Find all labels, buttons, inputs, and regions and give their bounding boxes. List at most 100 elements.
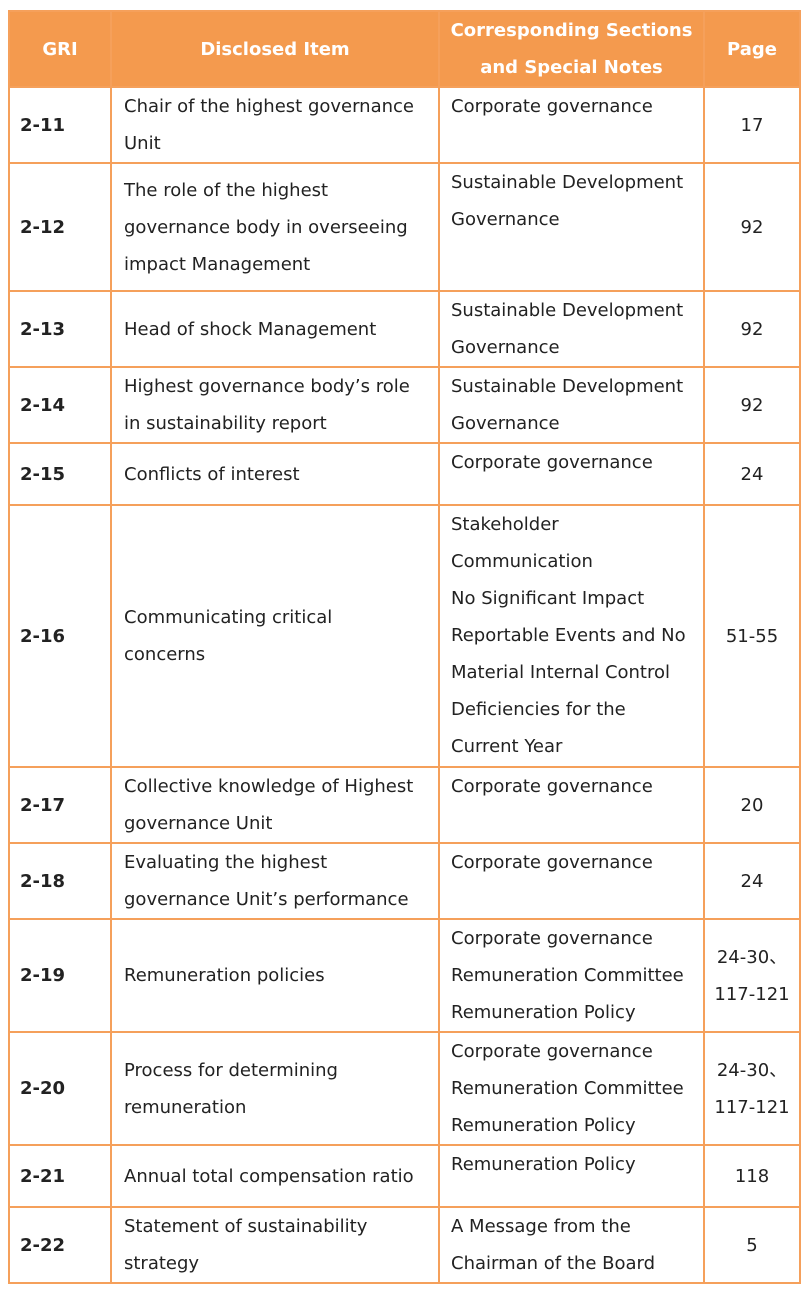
corresponding-sections-cell: Corporate governance: [438, 442, 705, 506]
disclosed-item-cell-line: governance Unit: [124, 813, 273, 834]
table-row: 2-19 Remuneration policies Corporate gover…: [8, 918, 801, 1033]
disclosed-item-cell-line: in sustainability report: [124, 413, 327, 434]
disclosed-item-cell-line: strategy: [124, 1253, 200, 1274]
page-cell: 20: [703, 766, 801, 844]
page-cell-line: 24-30、: [716, 1059, 788, 1081]
disclosed-item-cell-line: Conflicts of interest: [124, 463, 300, 485]
page-cell: 92: [703, 162, 801, 292]
page-cell: 17: [703, 86, 801, 164]
corresponding-sections-cell: Sustainable Development Governance: [438, 366, 705, 444]
disclosed-item-cell: Chair of the highest governance Unit: [110, 86, 440, 164]
disclosed-item-cell-line: The role of the highest: [124, 179, 329, 201]
header-notes-line2: and Special Notes: [480, 57, 663, 78]
corresponding-sections-cell: A Message from the Chairman of the Board: [438, 1206, 705, 1284]
corresponding-sections-cell-line: No Significant Impact: [451, 588, 645, 609]
gri-code-cell: 2-14: [8, 366, 112, 444]
header-disclosed-item: Disclosed Item: [110, 10, 440, 88]
corresponding-sections-cell-line: Deficiencies for the: [451, 699, 626, 720]
disclosed-item-cell: Head of shock Management: [110, 290, 440, 368]
corresponding-sections-cell-line: Communication: [451, 551, 593, 572]
page-cell-line: 24: [740, 463, 764, 485]
disclosed-item-cell: Evaluating the highest governance Unit’s …: [110, 842, 440, 920]
header-gri: GRI: [8, 10, 112, 88]
gri-code-cell: 2-13: [8, 290, 112, 368]
corresponding-sections-cell-line: Sustainable Development: [451, 376, 684, 397]
disclosed-item-cell-line: Head of shock Management: [124, 318, 377, 340]
page-cell-line: 118: [734, 1165, 770, 1187]
corresponding-sections-cell-line: Governance: [451, 413, 560, 434]
corresponding-sections-cell: Stakeholder Communication No Significant I…: [438, 504, 705, 768]
disclosed-item-cell-line: remuneration: [124, 1096, 247, 1118]
disclosed-item-cell-line: Communicating critical: [124, 607, 333, 628]
gri-code-cell: 2-22: [8, 1206, 112, 1284]
disclosed-item-cell: Conflicts of interest: [110, 442, 440, 506]
gri-code-cell: 2-19: [8, 918, 112, 1033]
corresponding-sections-cell-line: Remuneration Committee: [451, 965, 684, 986]
corresponding-sections-cell-line: Material Internal Control: [451, 662, 671, 683]
corresponding-sections-cell-line: Reportable Events and No: [451, 625, 686, 646]
table-row: 2-12 The role of the highest governance bo…: [8, 162, 801, 292]
gri-code-cell: 2-17: [8, 766, 112, 844]
corresponding-sections-cell: Sustainable Development Governance: [438, 290, 705, 368]
corresponding-sections-cell-line: Remuneration Policy: [451, 1154, 636, 1175]
table-row: 2-21 Annual total compensation ratio Remun…: [8, 1144, 801, 1208]
page-cell-line: 92: [740, 216, 764, 238]
corresponding-sections-cell: Corporate governance Remuneration Committ…: [438, 1031, 705, 1146]
disclosed-item-cell: The role of the highest governance body i…: [110, 162, 440, 292]
page-cell-line: 24-30、: [716, 946, 788, 968]
page-cell-line: 20: [740, 794, 764, 816]
table-row: 2-13 Head of shock Management Sustainable …: [8, 290, 801, 368]
page-cell: 5: [703, 1206, 801, 1284]
corresponding-sections-cell-line: Corporate governance: [451, 776, 653, 797]
disclosed-item-cell: Highest governance body’s role in sustain…: [110, 366, 440, 444]
corresponding-sections-cell-line: Remuneration Policy: [451, 1002, 636, 1023]
page-cell-line: 117-121: [714, 1096, 790, 1118]
table-body: 2-11 Chair of the highest governance Unit C…: [8, 86, 801, 1284]
gri-code-cell: 2-21: [8, 1144, 112, 1208]
gri-code-cell: 2-15: [8, 442, 112, 506]
page-cell-line: 92: [740, 318, 764, 340]
disclosed-item-cell-line: governance body in overseeing: [124, 216, 408, 238]
disclosed-item-cell: Annual total compensation ratio: [110, 1144, 440, 1208]
corresponding-sections-cell: Corporate governance: [438, 842, 705, 920]
disclosed-item-cell-line: concerns: [124, 644, 206, 665]
disclosed-item-cell: Remuneration policies: [110, 918, 440, 1033]
corresponding-sections-cell-line: Sustainable Development: [451, 172, 684, 193]
corresponding-sections-cell-line: Corporate governance: [451, 852, 653, 873]
corresponding-sections-cell-line: Current Year: [451, 736, 563, 757]
page-cell: 51-55: [703, 504, 801, 768]
table-row: 2-14 Highest governance body’s role in sus…: [8, 366, 801, 444]
disclosed-item-cell: Communicating critical concerns: [110, 504, 440, 768]
page-cell: 92: [703, 366, 801, 444]
page-cell: 24-30、 117-121: [703, 918, 801, 1033]
corresponding-sections-cell-line: Sustainable Development: [451, 300, 684, 321]
corresponding-sections-cell-line: Chairman of the Board: [451, 1253, 656, 1274]
page-cell: 24: [703, 442, 801, 506]
corresponding-sections-cell-line: Governance: [451, 337, 560, 358]
table-row: 2-11 Chair of the highest governance Unit C…: [8, 86, 801, 164]
table-row: 2-22 Statement of sustainability strategy A…: [8, 1206, 801, 1284]
page-cell-line: 24: [740, 870, 764, 892]
gri-index-table: GRI Disclosed Item Corresponding Section…: [8, 10, 801, 1284]
header-page: Page: [703, 10, 801, 88]
corresponding-sections-cell-line: Corporate governance: [451, 1041, 653, 1062]
gri-code-cell: 2-11: [8, 86, 112, 164]
header-row: GRI Disclosed Item Corresponding Section…: [8, 10, 801, 88]
corresponding-sections-cell: Corporate governance: [438, 766, 705, 844]
table-row: 2-18 Evaluating the highest governance Uni…: [8, 842, 801, 920]
corresponding-sections-cell-line: Corporate governance: [451, 928, 653, 949]
disclosed-item-cell-line: Unit: [124, 133, 161, 154]
gri-code-cell: 2-20: [8, 1031, 112, 1146]
page-cell: 118: [703, 1144, 801, 1208]
table-row: 2-15 Conflicts of interest Corporate gover…: [8, 442, 801, 506]
corresponding-sections-cell-line: A Message from the: [451, 1216, 631, 1237]
disclosed-item-cell-line: Statement of sustainability: [124, 1216, 368, 1237]
disclosed-item-cell-line: Process for determining: [124, 1059, 338, 1081]
page-cell-line: 5: [746, 1234, 758, 1256]
table-row: 2-17 Collective knowledge of Highest gover…: [8, 766, 801, 844]
gri-code-cell: 2-16: [8, 504, 112, 768]
disclosed-item-cell-line: Remuneration policies: [124, 965, 325, 986]
table-row: 2-20 Process for determining remuneration C…: [8, 1031, 801, 1146]
disclosed-item-cell-line: governance Unit’s performance: [124, 889, 409, 910]
corresponding-sections-cell-line: Remuneration Policy: [451, 1115, 636, 1136]
